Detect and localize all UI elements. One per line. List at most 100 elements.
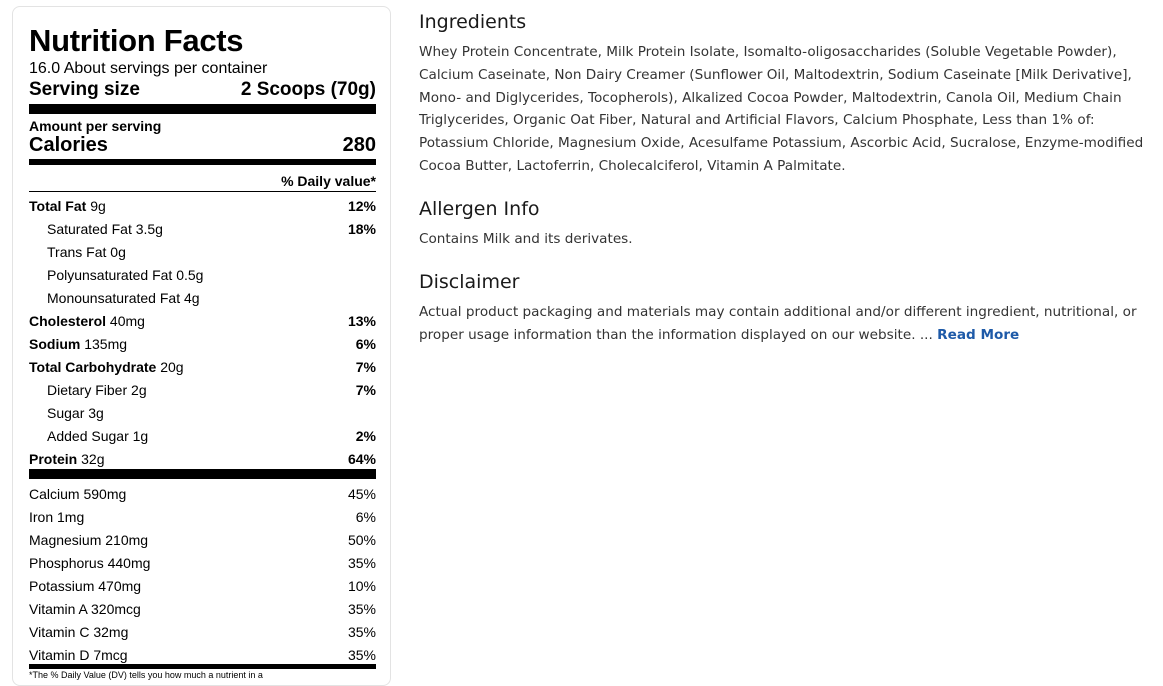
nutrient-name: Total Carbohydrate [29,358,157,375]
nutrient-amount: 4g [183,289,200,306]
mineral-amount: 590mg [83,485,127,502]
nutrient-dv: 18% [347,220,376,237]
nutrient-amount: 2g [131,381,147,398]
mineral-amount: 320mcg [91,600,141,617]
nutrient-row-total-carbohydrate: Total Carbohydrate 20g 7% [29,355,376,378]
nutrient-name: Added Sugar [47,427,129,444]
serving-size-value: 2 Scoops (70g) [240,79,376,100]
nutrient-row-monounsaturated-fat: Monounsaturated Fat 4g [29,286,376,309]
mineral-row: Iron 1mg 6% [29,505,376,528]
mineral-row: Vitamin D 7mcg 35% [29,643,376,666]
mineral-dv: 35% [347,646,376,663]
nutrient-amount: 1g [132,427,149,444]
nutrient-row-polyunsaturated-fat: Polyunsaturated Fat 0.5g [29,263,376,286]
mineral-amount: 32mg [93,623,129,640]
nutrient-dv: 64% [347,450,376,467]
mineral-row: Potassium 470mg 10% [29,574,376,597]
nutrient-name: Total Fat [29,197,87,214]
nutrient-dv: 7% [355,358,376,375]
nutrient-amount: 135mg [84,335,128,352]
calories-row: Calories 280 [29,134,376,156]
daily-value-header: % Daily value* [281,173,376,189]
mineral-row: Phosphorus 440mg 35% [29,551,376,574]
allergen-heading: Allergen Info [419,198,540,220]
nutrient-name: Trans Fat [47,243,107,260]
mineral-row: Vitamin A 320mcg 35% [29,597,376,620]
nutrient-row-sugar: Sugar 3g [29,401,376,424]
disclaimer-text: Actual product packaging and materials m… [419,304,1137,343]
nutrient-row-saturated-fat: Saturated Fat 3.5g 18% [29,217,376,240]
nutrient-name: Sugar [47,404,85,421]
nutrient-name: Saturated Fat [47,220,132,237]
mineral-dv: 35% [347,600,376,617]
serving-size-row: Serving size 2 Scoops (70g) [29,79,376,101]
mineral-row: Vitamin C 32mg 35% [29,620,376,643]
nutrient-row-added-sugar: Added Sugar 1g 2% [29,424,376,447]
nutrient-row-sodium: Sodium 135mg 6% [29,332,376,355]
mineral-dv: 6% [355,508,376,525]
mineral-name: Vitamin A [29,600,88,617]
nutrient-name: Monounsaturated Fat [47,289,181,306]
allergen-text: Contains Milk and its derivates. [419,231,633,247]
servings-per-container: 16.0 About servings per container [29,60,268,77]
nutrient-amount: 9g [90,197,106,214]
nutrient-dv: 13% [347,312,376,329]
nutrient-name: Sodium [29,335,81,352]
mineral-dv: 45% [347,485,376,502]
nutrient-name: Polyunsaturated Fat [47,266,173,283]
ingredients-text: Whey Protein Concentrate, Milk Protein I… [419,44,1144,174]
mineral-dv: 35% [347,623,376,640]
nutrient-row-total-fat: Total Fat 9g 12% [29,194,376,217]
medium-divider [29,159,376,165]
nutrient-amount: 32g [81,450,105,467]
calories-label: Calories [29,134,108,156]
thick-divider [29,104,376,114]
mineral-name: Iron [29,508,54,525]
disclaimer-heading: Disclaimer [419,271,520,293]
nutrient-row-cholesterol: Cholesterol 40mg 13% [29,309,376,332]
nutrient-amount: 20g [160,358,184,375]
thick-divider [29,469,376,479]
nutrient-dv: 6% [355,335,376,352]
nutrient-amount: 0g [110,243,126,260]
mineral-amount: 440mg [107,554,151,571]
mineral-amount: 7mcg [93,646,128,663]
nutrient-row-dietary-fiber: Dietary Fiber 2g 7% [29,378,376,401]
mineral-amount: 1mg [57,508,85,525]
nutrient-name: Protein [29,450,78,467]
amount-per-serving: Amount per serving [29,118,162,134]
nutrition-facts-title: Nutrition Facts [29,23,244,58]
mineral-amount: 470mg [98,577,142,594]
mineral-name: Calcium [29,485,80,502]
nutrient-dv: 2% [355,427,376,444]
nutrient-rows: Total Fat 9g 12% Saturated Fat 3.5g 18% … [29,194,376,470]
nutrient-row-trans-fat: Trans Fat 0g [29,240,376,263]
nutrient-name: Cholesterol [29,312,107,329]
mineral-name: Vitamin C [29,623,90,640]
nutrient-name: Dietary Fiber [47,381,128,398]
serving-size-label: Serving size [29,79,140,100]
mineral-name: Phosphorus [29,554,104,571]
ingredients-heading: Ingredients [419,11,527,33]
mineral-name: Vitamin D [29,646,90,663]
disclaimer-paragraph: Actual product packaging and materials m… [419,301,1154,347]
mineral-name: Potassium [29,577,95,594]
nutrient-dv: 7% [355,381,376,398]
calories-value: 280 [342,134,376,156]
divider [29,191,376,192]
read-more-link[interactable]: Read More [937,326,1020,343]
mineral-amount: 210mg [105,531,149,548]
vitamin-mineral-rows: Calcium 590mg 45% Iron 1mg 6% Magnesium … [29,482,376,666]
mineral-dv: 35% [347,554,376,571]
nutrition-facts-panel: Nutrition Facts 16.0 About servings per … [12,6,391,686]
nutrient-amount: 3.5g [135,220,163,237]
nutrient-dv: 12% [347,197,376,214]
nutrient-amount: 40mg [109,312,145,329]
nutrient-amount: 3g [88,404,104,421]
mineral-row: Magnesium 210mg 50% [29,528,376,551]
mineral-row: Calcium 590mg 45% [29,482,376,505]
nutrient-amount: 0.5g [176,266,204,283]
mineral-dv: 50% [347,531,376,548]
daily-value-footnote: *The % Daily Value (DV) tells you how mu… [29,670,263,680]
nutrient-row-protein: Protein 32g 64% [29,447,376,470]
